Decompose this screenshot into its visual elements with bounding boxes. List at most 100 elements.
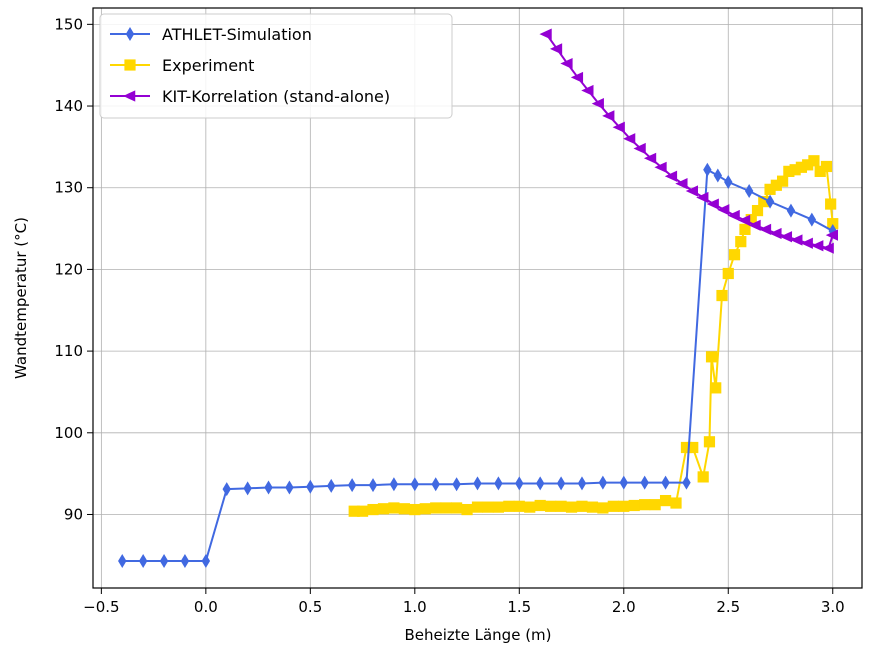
y-tick-label: 100	[54, 424, 83, 442]
data-point	[680, 441, 693, 454]
legend-box	[99, 13, 453, 119]
data-point	[410, 477, 420, 492]
series-layer	[118, 28, 839, 569]
data-point	[687, 441, 699, 454]
data-point	[811, 240, 824, 252]
data-point	[786, 203, 796, 218]
data-point	[389, 477, 399, 492]
data-point	[513, 500, 525, 512]
data-point	[577, 476, 587, 491]
data-point	[367, 503, 379, 516]
data-point	[306, 479, 315, 494]
data-point	[598, 475, 608, 490]
data-point	[545, 500, 557, 512]
data-point	[724, 175, 733, 189]
data-point	[471, 501, 484, 513]
legend: ATHLET-Simulation Experiment KIT-Korrelati…	[99, 13, 453, 119]
data-point	[748, 219, 761, 231]
grid	[93, 8, 862, 588]
legend-marker	[125, 27, 135, 41]
data-point	[710, 382, 722, 394]
data-point	[524, 501, 536, 513]
data-point	[827, 218, 839, 230]
data-point	[243, 481, 252, 496]
data-point	[664, 170, 678, 182]
legend-label: ATHLET-Simulation	[162, 25, 312, 44]
data-point	[727, 209, 740, 222]
legend-label: KIT-Korrelation (stand-alone)	[162, 87, 390, 106]
data-point	[643, 152, 657, 164]
data-point	[555, 500, 567, 512]
data-point	[802, 159, 814, 171]
data-point	[576, 500, 588, 512]
ticks: −0.5 0.0 0.5 1.0 1.5 2.0 2.5 3.0 90 100 110 120 130 1…	[54, 15, 844, 616]
data-point	[377, 503, 390, 515]
data-point	[639, 499, 651, 511]
data-point	[473, 476, 482, 491]
data-point	[549, 43, 563, 55]
data-point	[697, 471, 709, 483]
data-point	[452, 477, 461, 492]
data-point	[619, 475, 628, 490]
data-point	[581, 84, 594, 97]
data-point	[705, 351, 718, 363]
data-point	[628, 499, 640, 512]
data-point	[515, 476, 524, 491]
data-point	[607, 500, 619, 512]
legend-marker	[124, 59, 136, 71]
data-point	[597, 502, 609, 514]
y-tick-label: 110	[54, 342, 83, 360]
x-tick-label: 2.5	[716, 598, 740, 616]
data-point	[820, 160, 833, 173]
data-point	[713, 168, 723, 183]
data-point	[779, 231, 793, 243]
data-point	[790, 234, 803, 246]
series-experiment	[348, 155, 839, 517]
data-point	[706, 198, 719, 210]
data-point	[828, 224, 837, 239]
data-point	[586, 501, 599, 513]
data-point	[728, 249, 741, 261]
data-point	[769, 227, 782, 240]
data-point	[825, 198, 837, 210]
data-point	[503, 500, 515, 512]
x-tick-label: 2.0	[612, 598, 636, 616]
data-point	[201, 554, 211, 569]
data-point	[347, 478, 357, 493]
data-point	[670, 497, 682, 509]
data-point	[368, 478, 378, 493]
data-point	[633, 142, 646, 155]
data-point	[807, 212, 817, 227]
x-tick-label: 0.0	[194, 598, 218, 616]
data-point	[602, 110, 615, 122]
data-point	[494, 476, 503, 491]
data-point	[461, 503, 473, 516]
data-point	[737, 214, 751, 226]
data-point	[388, 502, 400, 514]
data-point	[758, 223, 772, 235]
data-point	[348, 505, 360, 517]
data-point	[535, 476, 545, 491]
data-point	[765, 194, 775, 209]
y-tick-label: 130	[54, 179, 83, 197]
data-point	[264, 480, 273, 495]
data-point	[776, 175, 789, 187]
data-point	[138, 554, 148, 569]
data-point	[825, 229, 838, 241]
data-point	[222, 482, 231, 497]
data-point	[118, 554, 127, 569]
data-point	[560, 57, 573, 70]
data-point	[612, 121, 625, 133]
data-point	[640, 475, 649, 490]
y-tick-label: 90	[64, 505, 83, 523]
data-point	[758, 196, 770, 208]
series-kit-korrelation-stand-alone	[539, 28, 838, 254]
x-tick-label: 1.0	[403, 598, 427, 616]
series-athlet-simulation	[118, 162, 837, 569]
data-point	[570, 71, 584, 84]
data-point	[789, 164, 801, 176]
x-tick-label: 1.5	[507, 598, 531, 616]
x-tick-label: −0.5	[83, 598, 119, 616]
data-point	[808, 155, 820, 167]
data-point	[745, 213, 757, 226]
